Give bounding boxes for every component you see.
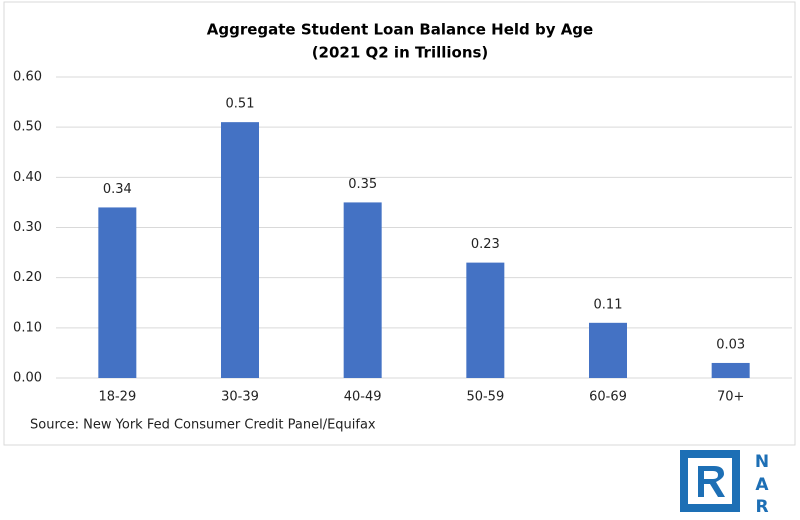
- data-label: 0.03: [716, 337, 745, 352]
- y-tick-label: 0.00: [13, 371, 42, 386]
- bar: [221, 122, 259, 379]
- chart-subtitle: (2021 Q2 in Trillions): [312, 44, 489, 62]
- x-tick-label: 30-39: [221, 390, 259, 405]
- x-tick-label: 18-29: [98, 390, 136, 405]
- logo-mark: [688, 458, 732, 504]
- x-tick-label: 50-59: [466, 390, 504, 405]
- y-tick-label: 0.50: [13, 120, 42, 135]
- logo-letter: N: [755, 452, 769, 472]
- bar: [343, 202, 382, 378]
- logo-letter: A: [755, 475, 769, 495]
- logo-letter: R: [755, 497, 768, 517]
- y-tick-label: 0.10: [13, 320, 42, 335]
- source-note: Source: New York Fed Consumer Credit Pan…: [30, 418, 376, 433]
- bar: [466, 262, 505, 378]
- x-tick-label: 70+: [717, 390, 744, 405]
- data-label: 0.11: [594, 297, 623, 312]
- data-label: 0.34: [103, 182, 132, 197]
- x-tick-label: 60-69: [589, 390, 627, 405]
- y-tick-label: 0.40: [13, 170, 42, 185]
- y-tick-label: 0.20: [13, 270, 42, 285]
- bar: [589, 322, 627, 378]
- y-tick-label: 0.30: [13, 220, 42, 235]
- data-label: 0.23: [471, 237, 500, 252]
- y-tick-label: 0.60: [13, 70, 42, 85]
- logo: N A R: [680, 450, 769, 517]
- bar: [711, 362, 750, 378]
- x-tick-label: 40-49: [344, 390, 382, 405]
- data-label: 0.35: [348, 177, 377, 192]
- bar: [98, 207, 137, 378]
- chart-title: Aggregate Student Loan Balance Held by A…: [207, 21, 593, 39]
- data-label: 0.51: [226, 97, 255, 112]
